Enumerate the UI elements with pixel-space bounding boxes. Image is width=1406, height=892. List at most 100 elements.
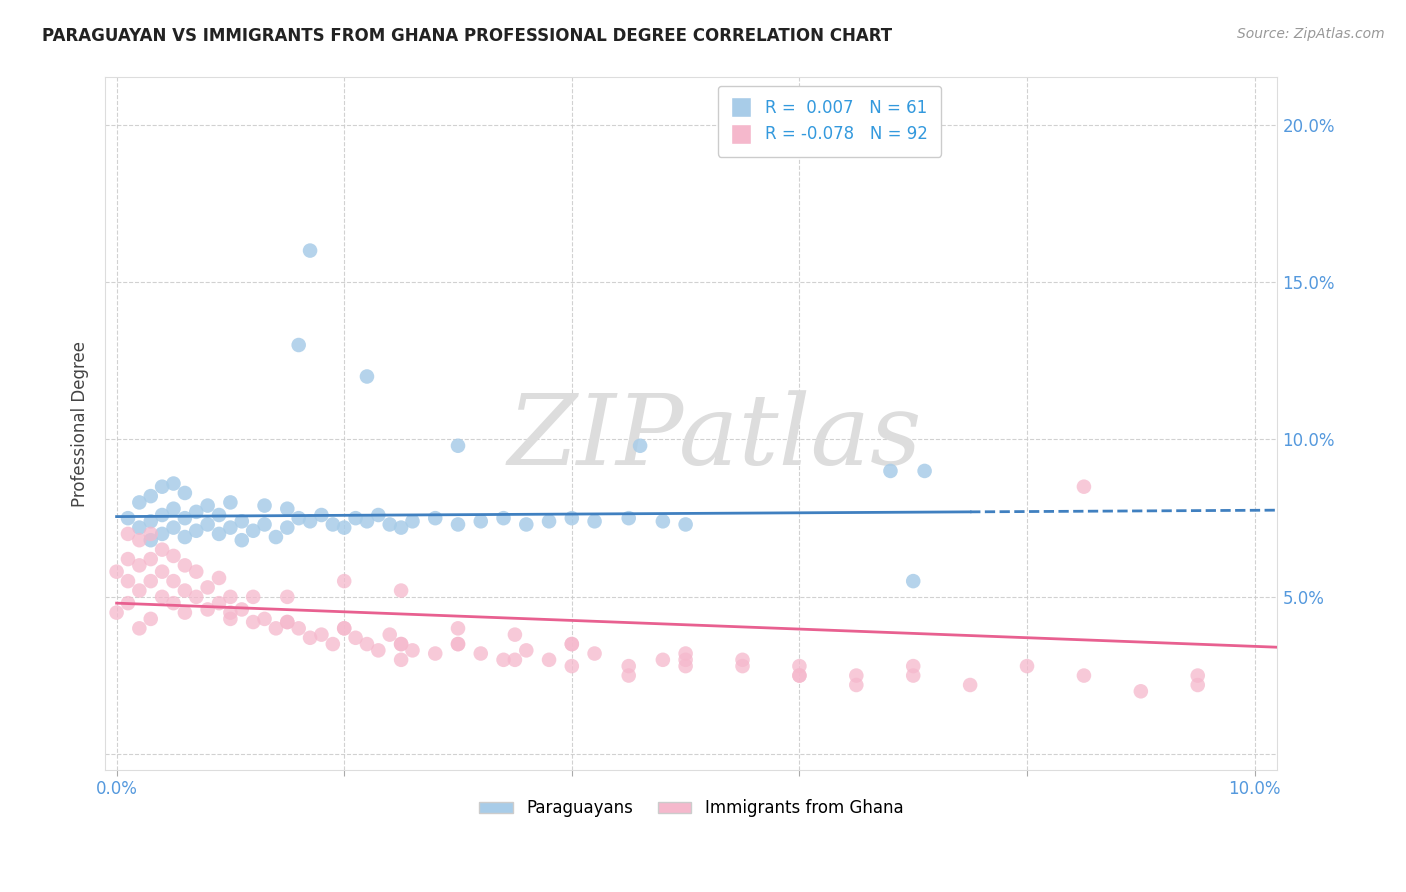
Point	[117, 574, 139, 588]
Point	[173, 530, 195, 544]
Point	[264, 621, 287, 635]
Point	[617, 659, 640, 673]
Point	[219, 495, 242, 509]
Point	[276, 590, 298, 604]
Point	[447, 439, 470, 453]
Point	[242, 524, 264, 538]
Point	[401, 514, 423, 528]
Point	[447, 517, 470, 532]
Point	[378, 517, 401, 532]
Point	[299, 514, 322, 528]
Point	[299, 244, 322, 258]
Point	[219, 520, 242, 534]
Point	[139, 514, 162, 528]
Point	[389, 520, 412, 534]
Point	[367, 643, 389, 657]
Point	[503, 627, 526, 641]
Point	[173, 511, 195, 525]
Point	[389, 583, 412, 598]
Point	[253, 517, 276, 532]
Point	[219, 606, 242, 620]
Point	[425, 511, 447, 525]
Point	[333, 621, 356, 635]
Point	[150, 527, 173, 541]
Point	[208, 527, 231, 541]
Point	[150, 508, 173, 522]
Point	[139, 489, 162, 503]
Point	[561, 511, 583, 525]
Point	[128, 520, 150, 534]
Point	[173, 606, 195, 620]
Point	[287, 621, 309, 635]
Text: Source: ZipAtlas.com: Source: ZipAtlas.com	[1237, 27, 1385, 41]
Point	[162, 574, 184, 588]
Point	[276, 615, 298, 629]
Point	[378, 627, 401, 641]
Point	[242, 590, 264, 604]
Point	[276, 520, 298, 534]
Point	[186, 590, 208, 604]
Point	[162, 476, 184, 491]
Point	[447, 637, 470, 651]
Point	[253, 612, 276, 626]
Point	[276, 501, 298, 516]
Point	[675, 653, 697, 667]
Point	[1187, 668, 1209, 682]
Point	[287, 511, 309, 525]
Point	[389, 637, 412, 651]
Point	[139, 527, 162, 541]
Point	[425, 647, 447, 661]
Point	[617, 511, 640, 525]
Text: PARAGUAYAN VS IMMIGRANTS FROM GHANA PROFESSIONAL DEGREE CORRELATION CHART: PARAGUAYAN VS IMMIGRANTS FROM GHANA PROF…	[42, 27, 893, 45]
Point	[322, 517, 344, 532]
Point	[675, 659, 697, 673]
Point	[128, 621, 150, 635]
Point	[914, 464, 936, 478]
Point	[128, 583, 150, 598]
Point	[651, 653, 673, 667]
Point	[139, 612, 162, 626]
Point	[197, 499, 219, 513]
Legend: Paraguayans, Immigrants from Ghana: Paraguayans, Immigrants from Ghana	[472, 793, 910, 824]
Point	[789, 668, 811, 682]
Point	[344, 511, 367, 525]
Point	[264, 530, 287, 544]
Point	[903, 659, 925, 673]
Point	[231, 533, 253, 548]
Point	[903, 574, 925, 588]
Point	[389, 653, 412, 667]
Point	[389, 637, 412, 651]
Point	[583, 647, 606, 661]
Point	[311, 627, 333, 641]
Point	[197, 517, 219, 532]
Point	[150, 565, 173, 579]
Point	[173, 558, 195, 573]
Point	[333, 574, 356, 588]
Point	[219, 590, 242, 604]
Point	[128, 558, 150, 573]
Point	[356, 514, 378, 528]
Point	[219, 612, 242, 626]
Point	[197, 602, 219, 616]
Point	[231, 602, 253, 616]
Point	[561, 637, 583, 651]
Point	[959, 678, 981, 692]
Point	[731, 653, 754, 667]
Point	[515, 643, 537, 657]
Point	[470, 514, 492, 528]
Point	[515, 517, 537, 532]
Point	[1015, 659, 1038, 673]
Point	[173, 583, 195, 598]
Point	[675, 517, 697, 532]
Point	[789, 659, 811, 673]
Point	[333, 520, 356, 534]
Point	[117, 552, 139, 566]
Point	[253, 499, 276, 513]
Point	[117, 527, 139, 541]
Point	[492, 653, 515, 667]
Point	[186, 565, 208, 579]
Point	[299, 631, 322, 645]
Y-axis label: Professional Degree: Professional Degree	[72, 341, 89, 507]
Point	[789, 668, 811, 682]
Point	[242, 615, 264, 629]
